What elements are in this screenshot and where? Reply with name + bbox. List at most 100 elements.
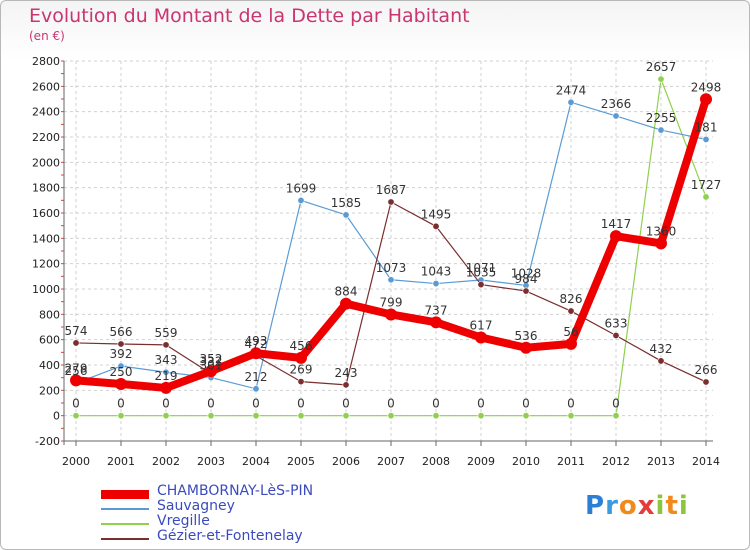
data-point — [295, 351, 307, 364]
data-label: 1360 — [646, 224, 677, 238]
x-tick-label: 2009 — [467, 455, 495, 468]
x-tick-label: 2011 — [557, 455, 585, 468]
data-label: 1028 — [511, 266, 542, 280]
data-label: 279 — [65, 361, 88, 375]
y-tick-label: 1400 — [32, 232, 60, 245]
data-point — [657, 75, 665, 83]
data-label: 536 — [515, 329, 538, 343]
data-point — [162, 341, 170, 349]
data-point — [612, 331, 620, 339]
data-label: 0 — [432, 397, 440, 411]
data-point — [565, 337, 577, 350]
y-tick-label: 2000 — [32, 156, 60, 169]
data-label: 2474 — [556, 83, 587, 97]
y-tick-label: 1200 — [32, 258, 60, 271]
data-point — [610, 230, 622, 243]
data-point — [252, 385, 260, 393]
data-label: 0 — [612, 397, 620, 411]
y-tick-label: 1000 — [32, 283, 60, 296]
data-point — [702, 135, 710, 143]
data-point — [612, 412, 620, 420]
data-point — [342, 412, 350, 420]
logo-letter: o — [618, 491, 638, 521]
data-label: 1417 — [601, 217, 632, 231]
data-point — [432, 222, 440, 230]
data-label: 332 — [200, 355, 223, 369]
data-label: 0 — [297, 397, 305, 411]
data-label: 1043 — [421, 265, 452, 279]
y-tick-label: 1800 — [32, 182, 60, 195]
data-label: 633 — [605, 316, 628, 330]
data-label: 0 — [342, 397, 350, 411]
x-tick-label: 2012 — [602, 455, 630, 468]
y-tick-label: -200 — [35, 435, 60, 448]
y-tick-label: 0 — [53, 410, 60, 423]
x-tick-label: 2013 — [647, 455, 675, 468]
data-point — [702, 378, 710, 386]
y-tick-label: 2200 — [32, 131, 60, 144]
data-point — [250, 347, 262, 360]
data-point — [522, 287, 530, 295]
data-point — [160, 381, 172, 394]
data-point — [657, 357, 665, 365]
data-label: 243 — [335, 366, 358, 380]
data-point — [522, 412, 530, 420]
data-label: 826 — [560, 292, 583, 306]
data-point — [385, 308, 397, 321]
data-label: 472 — [245, 337, 268, 351]
legend-label: Gézier-et-Fontenelay — [157, 528, 303, 544]
data-label: 559 — [155, 326, 178, 340]
logo-letter: r — [605, 491, 619, 521]
unit-label: (en €) — [29, 29, 65, 43]
data-point — [207, 412, 215, 420]
data-label: 1699 — [286, 181, 317, 195]
data-label: 566 — [110, 325, 133, 339]
data-point — [252, 412, 260, 420]
data-point — [475, 331, 487, 344]
data-point — [72, 412, 80, 420]
data-point — [432, 280, 440, 288]
x-tick-label: 2003 — [197, 455, 225, 468]
data-label: 984 — [515, 272, 538, 286]
data-point — [297, 378, 305, 386]
data-point — [702, 193, 710, 201]
data-label: 2255 — [646, 111, 677, 125]
data-point — [387, 276, 395, 284]
x-tick-label: 2002 — [152, 455, 180, 468]
y-tick-label: 200 — [39, 384, 60, 397]
legend-swatch — [101, 538, 149, 540]
data-point — [115, 378, 127, 390]
y-tick-label: 1600 — [32, 207, 60, 220]
data-label: 212 — [245, 370, 268, 384]
y-tick-label: 400 — [39, 359, 60, 372]
data-label: 456 — [290, 339, 313, 353]
legend-label: Vregille — [157, 513, 210, 529]
data-label: 0 — [72, 397, 80, 411]
logo-letter: t — [665, 491, 679, 521]
data-label: 256 — [65, 364, 88, 378]
x-tick-label: 2010 — [512, 455, 540, 468]
data-label: 2498 — [691, 80, 722, 94]
logo-letter: P — [585, 491, 606, 521]
data-label: 884 — [335, 285, 358, 299]
data-label: 392 — [110, 347, 133, 361]
data-point — [117, 362, 125, 370]
data-point — [72, 339, 80, 347]
data-label: 56 — [563, 325, 578, 339]
data-label: 617 — [470, 319, 493, 333]
data-point — [432, 412, 440, 420]
data-point — [340, 297, 352, 310]
y-tick-label: 600 — [39, 334, 60, 347]
data-label: 0 — [162, 397, 170, 411]
data-point — [657, 126, 665, 134]
data-label: 2366 — [601, 97, 632, 111]
data-label: 219 — [155, 369, 178, 383]
proxiti-logo: Proxiti — [585, 491, 689, 521]
data-label: 352 — [200, 352, 223, 366]
y-tick-label: 2400 — [32, 106, 60, 119]
y-tick-label: 2600 — [32, 80, 60, 93]
data-point — [477, 281, 485, 289]
x-tick-label: 2008 — [422, 455, 450, 468]
data-point — [117, 412, 125, 420]
data-point — [567, 307, 575, 315]
